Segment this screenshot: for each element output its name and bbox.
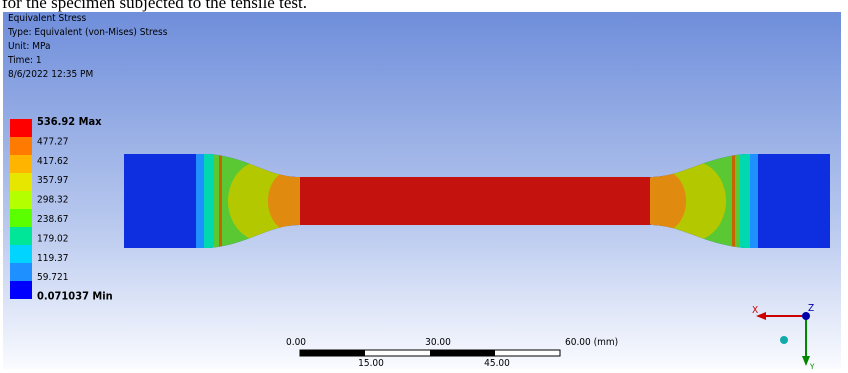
header-line: Time: 1: [7, 55, 42, 66]
legend-label: 119.37: [37, 253, 68, 264]
header-line: 8/6/2022 12:35 PM: [8, 69, 93, 80]
header-line: Unit: MPa: [8, 41, 50, 52]
legend-label: 477.27: [37, 136, 68, 147]
header-line: Equivalent Stress: [8, 13, 86, 24]
legend-label: 536.92 Max: [37, 115, 102, 128]
legend-label: 0.071037 Min: [37, 290, 113, 303]
page: for the specimen subjected to the tensil…: [0, 0, 848, 369]
screenshot: for the specimen subjected to the tensil…: [0, 0, 848, 369]
legend-label: 59.721: [37, 272, 68, 283]
scale-label: 45.00: [484, 358, 510, 369]
legend-label: 238.67: [37, 214, 68, 225]
legend-label: 417.62: [37, 156, 68, 167]
caption: for the specimen subjected to the tensil…: [2, 0, 307, 12]
axis-label: Y: [809, 363, 815, 370]
scale-label: 15.00: [358, 358, 384, 369]
scale-label: 30.00: [425, 337, 451, 348]
axis-label: X: [752, 305, 758, 316]
legend-label: 298.32: [37, 195, 68, 206]
legend-label: 357.97: [37, 175, 68, 186]
scale-bar: [300, 350, 560, 356]
axis-label: Z: [808, 303, 814, 314]
scale-label: 0.00: [286, 337, 306, 348]
scale-label: 60.00 (mm): [565, 337, 618, 348]
header-line: Type: Equivalent (von-Mises) Stress: [7, 27, 168, 38]
legend-label: 179.02: [37, 233, 68, 244]
